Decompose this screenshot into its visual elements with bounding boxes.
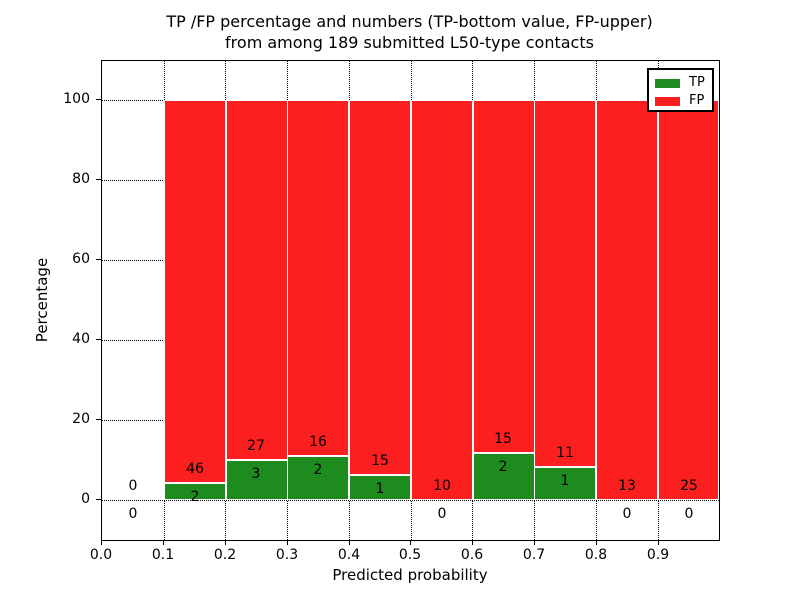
x-tick-label: 0.1	[151, 547, 175, 563]
tp-count-label: 0	[437, 506, 447, 522]
x-tick-mark	[225, 540, 226, 545]
x-tick-label: 0.6	[460, 547, 484, 563]
legend-label-tp: TP	[689, 75, 705, 90]
plot-area: 0 0 46 2 27 3 16 2 15 1 10 0 15 2 11 1 1…	[101, 60, 720, 541]
x-tick-label: 0.3	[275, 547, 299, 563]
x-tick-label: 0.9	[646, 547, 670, 563]
y-tick-mark	[96, 419, 101, 420]
x-tick-mark	[472, 540, 473, 545]
x-tick-label: 0.5	[398, 547, 422, 563]
bar-tp-bin-0.6-0.7	[473, 453, 535, 500]
x-tick-label: 0.8	[584, 547, 608, 563]
bar-tp-bin-0.7-0.8	[534, 467, 596, 500]
tp-count-label: 0	[684, 506, 694, 522]
y-tick-label: 20	[72, 411, 90, 427]
legend: TP FP	[647, 68, 714, 112]
x-tick-mark	[410, 540, 411, 545]
chart-title-line2: from among 189 submitted L50-type contac…	[225, 33, 594, 52]
x-axis-label: Predicted probability	[332, 566, 488, 584]
y-tick-mark	[96, 499, 101, 500]
chart-title: TP /FP percentage and numbers (TP-bottom…	[101, 11, 718, 53]
tp-count-label: 2	[313, 462, 323, 478]
x-tick-label: 0.7	[522, 547, 546, 563]
x-tick-mark	[658, 540, 659, 545]
tp-count-label: 1	[560, 473, 570, 489]
x-tick-label: 0.2	[213, 547, 237, 563]
bar-tp-bin-0.1-0.2	[164, 483, 226, 500]
bar-fp-bin-0.7-0.8	[534, 100, 596, 467]
y-tick-label: 0	[81, 491, 90, 507]
bar-fp-bin-0.5-0.6	[411, 100, 473, 500]
x-tick-mark	[101, 540, 102, 545]
chart-title-line1: TP /FP percentage and numbers (TP-bottom…	[166, 12, 653, 31]
tp-count-label: 2	[498, 459, 508, 475]
tp-swatch-icon	[655, 78, 680, 88]
y-tick-mark	[96, 99, 101, 100]
x-tick-mark	[163, 540, 164, 545]
fp-count-label: 13	[618, 478, 636, 494]
y-tick-label: 80	[72, 171, 90, 187]
fp-count-label: 11	[556, 445, 574, 461]
bar-fp-bin-0.4-0.5	[349, 100, 411, 475]
bar-fp-bin-0.3-0.4	[287, 100, 349, 456]
fp-count-label: 25	[680, 478, 698, 494]
x-tick-mark	[534, 540, 535, 545]
fp-count-label: 0	[128, 478, 138, 494]
x-tick-mark	[596, 540, 597, 545]
legend-item-fp: FP	[655, 92, 712, 110]
fp-count-label: 15	[371, 453, 389, 469]
tp-count-label: 3	[251, 466, 261, 482]
fp-swatch-icon	[655, 96, 680, 106]
tp-count-label: 2	[190, 489, 200, 505]
y-tick-mark	[96, 259, 101, 260]
x-tick-mark	[349, 540, 350, 545]
y-tick-mark	[96, 179, 101, 180]
bar-tp-bin-0.3-0.4	[287, 456, 349, 500]
y-tick-mark	[96, 339, 101, 340]
bar-fp-bin-0.9-1.0	[658, 100, 719, 500]
bar-fp-bin-0.6-0.7	[473, 100, 535, 453]
y-axis-label: Percentage	[33, 257, 51, 343]
bar-fp-bin-0.1-0.2	[164, 100, 226, 483]
bar-tp-bin-0.4-0.5	[349, 475, 411, 500]
fp-count-label: 15	[494, 431, 512, 447]
x-tick-mark	[287, 540, 288, 545]
legend-label-fp: FP	[689, 93, 705, 108]
fp-count-label: 10	[433, 478, 451, 494]
fp-count-label: 27	[247, 438, 265, 454]
x-tick-label: 0.4	[337, 547, 361, 563]
gridline-h	[102, 500, 719, 501]
legend-item-tp: TP	[655, 74, 712, 92]
fp-count-label: 46	[186, 461, 204, 477]
tp-count-label: 1	[375, 481, 385, 497]
y-tick-label: 60	[72, 251, 90, 267]
y-tick-label: 40	[72, 331, 90, 347]
tp-count-label: 0	[128, 506, 138, 522]
bar-fp-bin-0.8-0.9	[596, 100, 658, 500]
x-tick-label: 0.0	[89, 547, 113, 563]
tp-count-label: 0	[622, 506, 632, 522]
bar-fp-bin-0.2-0.3	[226, 100, 288, 460]
fp-count-label: 16	[309, 434, 327, 450]
y-tick-label: 100	[63, 91, 90, 107]
